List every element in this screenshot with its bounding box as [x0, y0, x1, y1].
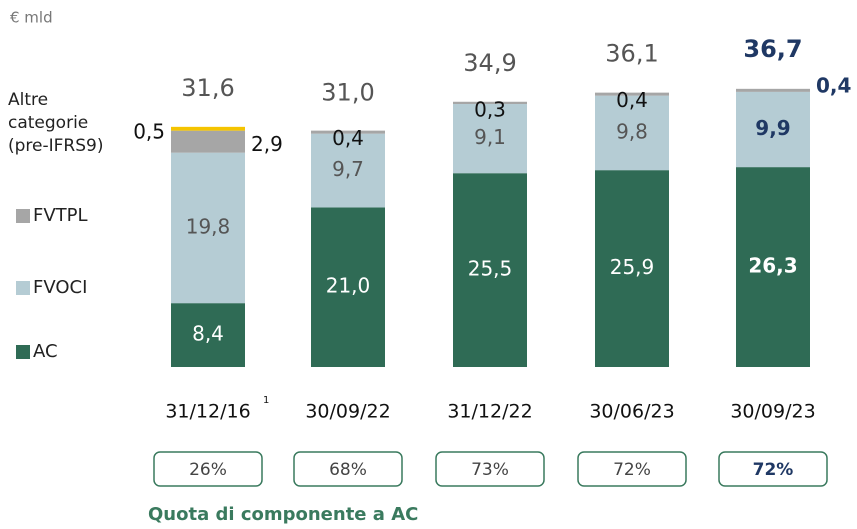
bar-segment — [453, 101, 527, 105]
bar-segment — [311, 130, 385, 134]
bar-segment — [453, 173, 527, 367]
footnote-marker: 1 — [263, 395, 269, 406]
legend-swatch — [16, 209, 30, 223]
legend-swatch — [16, 281, 30, 295]
share-label: 26% — [189, 460, 227, 480]
share-box — [293, 451, 403, 487]
x-tick-label: 30/09/22 — [305, 401, 390, 423]
share-box — [577, 451, 687, 487]
x-tick-label: 30/09/23 — [730, 401, 815, 423]
total-label: 36,7 — [743, 35, 802, 63]
legend-label: FVOCI — [33, 277, 87, 298]
total-label: 36,1 — [605, 40, 658, 68]
value-label: 26,3 — [748, 254, 797, 278]
share-box — [435, 451, 545, 487]
value-label: 19,8 — [186, 214, 231, 238]
bar-segment — [171, 303, 245, 367]
bar-segment — [736, 167, 810, 367]
legend-label: Altre categorie (pre-IFRS9) — [8, 90, 104, 156]
bar-segment — [595, 92, 669, 96]
value-label: 0,4 — [816, 73, 851, 97]
bar-segment — [311, 133, 385, 208]
share-label: 73% — [471, 460, 509, 480]
value-label: 0,4 — [332, 126, 364, 150]
bar-segment — [171, 152, 245, 304]
bar-segment — [453, 104, 527, 174]
value-label: 2,9 — [251, 132, 283, 156]
bar-segment — [736, 88, 810, 92]
bar-segment — [736, 91, 810, 168]
share-label: 68% — [329, 460, 367, 480]
share-title: Quota di componente a AC — [148, 504, 418, 525]
value-label: 0,4 — [616, 88, 648, 112]
total-label: 31,6 — [181, 74, 234, 102]
value-label: 25,9 — [610, 255, 655, 279]
bar-segment — [311, 207, 385, 367]
value-label: 21,0 — [326, 274, 371, 298]
value-label: 25,5 — [468, 257, 513, 281]
share-box — [153, 451, 263, 487]
legend-label: FVTPL — [33, 205, 88, 226]
x-tick-label: 30/06/23 — [589, 401, 674, 423]
x-tick-label: 31/12/22 — [447, 401, 532, 423]
legend-swatch — [16, 345, 30, 359]
unit-label: € mld — [10, 9, 53, 27]
share-label: 72% — [613, 460, 651, 480]
share-box — [718, 451, 828, 487]
bar-segment — [595, 170, 669, 367]
legend-label-box: Altre categorie (pre-IFRS9) — [8, 90, 104, 156]
total-label: 31,0 — [321, 78, 374, 106]
share-label: 72% — [753, 460, 794, 480]
value-label: 9,9 — [755, 116, 790, 140]
total-label: 34,9 — [463, 49, 516, 77]
bar-segment — [171, 130, 245, 153]
value-label: 9,7 — [332, 157, 364, 181]
x-tick-label: 31/12/16 — [165, 401, 250, 423]
value-label: 0,3 — [474, 97, 506, 121]
value-label: 9,1 — [474, 125, 506, 149]
value-label: 8,4 — [192, 322, 224, 346]
bar-segment — [595, 95, 669, 171]
legend-label: AC — [33, 341, 58, 362]
value-label: 9,8 — [616, 119, 648, 143]
value-label: 0,5 — [133, 119, 165, 143]
bar-segment — [171, 126, 245, 131]
